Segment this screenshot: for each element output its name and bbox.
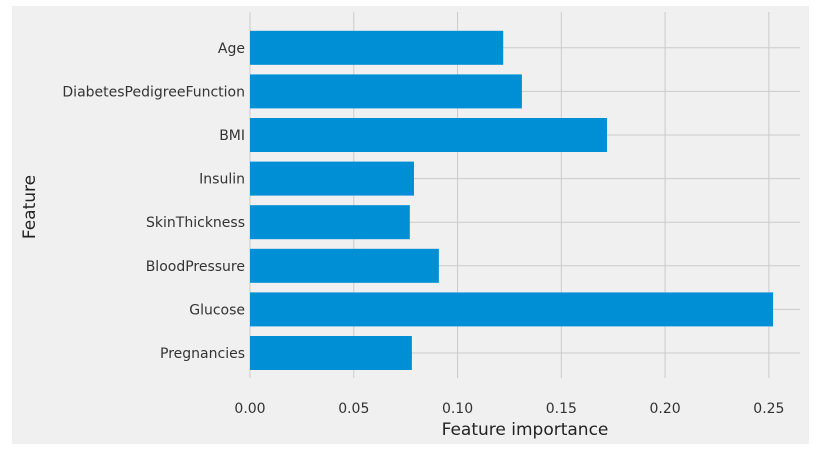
y-tick-label: BMI — [219, 128, 245, 144]
bar-skinthickness — [250, 205, 410, 240]
x-tick-labels: 0.00 0.05 0.10 0.15 0.20 0.25 — [234, 401, 784, 417]
x-tick-label: 0.10 — [442, 401, 473, 417]
bar-diabetespedigreefunction — [250, 74, 522, 109]
bar-bloodpressure — [250, 248, 439, 283]
x-axis-title: Feature importance — [442, 420, 609, 440]
bar-glucose — [250, 292, 774, 327]
y-tick-label: DiabetesPedigreeFunction — [62, 84, 245, 100]
x-tick-label: 0.15 — [546, 401, 577, 417]
y-tick-label: Glucose — [189, 302, 245, 318]
bar-age — [250, 30, 504, 65]
x-tick-label: 0.05 — [338, 401, 369, 417]
figure-background — [12, 6, 809, 444]
x-tick-label: 0.00 — [234, 401, 265, 417]
bar-pregnancies — [250, 336, 412, 370]
bars — [250, 30, 774, 370]
y-tick-label: BloodPressure — [146, 259, 245, 275]
y-tick-label: Age — [218, 41, 245, 57]
y-tick-label: Pregnancies — [160, 346, 245, 362]
y-tick-label: SkinThickness — [146, 215, 245, 231]
y-axis-title: Feature — [20, 175, 40, 239]
x-tick-label: 0.25 — [753, 401, 784, 417]
y-tick-label: Insulin — [199, 172, 245, 188]
x-tick-label: 0.20 — [650, 401, 681, 417]
bar-insulin — [250, 161, 414, 196]
bar-bmi — [250, 118, 607, 152]
y-tick-labels: Pregnancies Glucose BloodPressure SkinThick… — [62, 41, 245, 362]
